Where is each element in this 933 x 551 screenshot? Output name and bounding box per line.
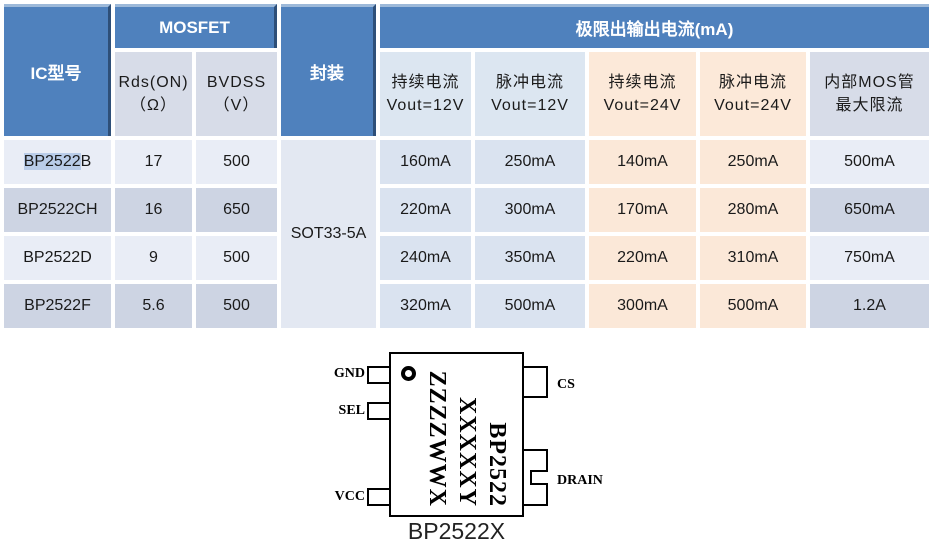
drain-pin-label: DRAIN [557, 473, 603, 488]
vcc-pin-label: VCC [334, 489, 365, 504]
chip-caption: BP2522X [407, 518, 506, 544]
col-header-cont-24v: 持续电流 Vout=24V [589, 52, 696, 136]
pulse-12v-label: 脉冲电流 [495, 73, 564, 91]
marking-line-3: ZZZZWWX [424, 370, 450, 507]
chip-diagram: GND SEL VCC CS DRAIN BP2522 XXXXXY ZZZZW… [330, 345, 630, 551]
cont-24v-cell: 170mA [589, 188, 696, 232]
chip-marking-text: BP2522 XXXXXY ZZZZWWX [422, 367, 512, 507]
rds-cell: 17 [115, 140, 192, 184]
drain-pin-shape [522, 449, 548, 506]
cont-12v-cell: 160mA [380, 140, 471, 184]
bvdss-cell: 500 [196, 140, 277, 184]
pulse-24v-cell: 310mA [700, 236, 806, 280]
gnd-pin-label: GND [333, 366, 365, 381]
col-header-ic-model: IC型号 [4, 4, 111, 136]
cont-24v-cell: 140mA [589, 140, 696, 184]
model-cell: BP2522CH [4, 188, 111, 232]
col-header-limit-current: 极限出输出电流(mA) [380, 4, 929, 48]
sel-pin-shape [367, 402, 391, 420]
col-header-package: 封装 [281, 4, 376, 136]
marking-line-1: BP2522 [484, 422, 510, 507]
pulse-12v-cell: 250mA [475, 140, 585, 184]
pulse-24v-cell: 280mA [700, 188, 806, 232]
model-cell: BP2522B [4, 140, 111, 184]
rds-cell: 16 [115, 188, 192, 232]
pin1-marker-dot [401, 366, 416, 381]
cs-pin-label: CS [557, 377, 575, 392]
col-header-rds: Rds(ON) （Ω） [115, 52, 192, 136]
max-limit-cell: 500mA [810, 140, 929, 184]
pulse-24v-label: 脉冲电流 [718, 73, 787, 91]
spec-table: IC型号 MOSFET 封装 极限出输出电流(mA) Rds(ON) （Ω） B… [4, 4, 929, 328]
gnd-pin-shape [367, 366, 391, 384]
pulse-24v-cond: Vout=24V [714, 97, 792, 114]
max-limit-cell: 1.2A [810, 284, 929, 328]
model-highlighted-text: BP2522 [23, 153, 81, 170]
rds-cell: 5.6 [115, 284, 192, 328]
cont-24v-label: 持续电流 [608, 73, 677, 91]
table-row: BP2522B 17 500 SOT33-5A 160mA 250mA 140m… [4, 140, 929, 328]
vcc-pin-shape [367, 488, 391, 506]
pulse-24v-cell: 500mA [700, 284, 806, 328]
pulse-24v-cell: 250mA [700, 140, 806, 184]
package-cell: SOT33-5A [281, 140, 376, 328]
cont-12v-label: 持续电流 [391, 73, 460, 91]
col-header-bvdss: BVDSS （V） [196, 52, 277, 136]
pulse-12v-cond: Vout=12V [491, 97, 569, 114]
max-limit-label-1: 内部MOS管 [824, 73, 915, 91]
max-limit-label-2: 最大限流 [835, 97, 904, 114]
table-row: BP2522F 5.6 500 320mA 500mA 300mA 500mA … [4, 284, 929, 328]
sel-pin-label: SEL [338, 403, 365, 418]
bvdss-cell: 650 [196, 188, 277, 232]
col-header-max-limit: 内部MOS管 最大限流 [810, 52, 929, 136]
header-band-row: IC型号 MOSFET 封装 极限出输出电流(mA) [4, 4, 929, 136]
cont-24v-cond: Vout=24V [603, 97, 682, 114]
cont-24v-cell: 300mA [589, 284, 696, 328]
rds-unit: （Ω） [130, 97, 177, 114]
rds-cell: 9 [115, 236, 192, 280]
table-row: BP2522D 9 500 240mA 350mA 220mA 310mA 75… [4, 236, 929, 280]
bvdss-cell: 500 [196, 236, 277, 280]
cont-12v-cell: 320mA [380, 284, 471, 328]
cont-24v-cell: 220mA [589, 236, 696, 280]
cont-12v-cell: 240mA [380, 236, 471, 280]
table-row: BP2522CH 16 650 220mA 300mA 170mA 280mA … [4, 188, 929, 232]
model-cell: BP2522D [4, 236, 111, 280]
max-limit-cell: 750mA [810, 236, 929, 280]
bvdss-label: BVDSS [206, 73, 267, 91]
marking-line-2: XXXXXY [454, 397, 480, 507]
model-rest-text: B [80, 153, 92, 170]
pulse-12v-cell: 500mA [475, 284, 585, 328]
model-cell: BP2522F [4, 284, 111, 328]
subheader-row: Rds(ON) （Ω） BVDSS （V） 持续电流 Vout=12V 脉冲电流… [4, 52, 929, 136]
max-limit-cell: 650mA [810, 188, 929, 232]
col-header-pulse-24v: 脉冲电流 Vout=24V [700, 52, 806, 136]
rds-label: Rds(ON) [118, 73, 189, 91]
col-header-pulse-12v: 脉冲电流 Vout=12V [475, 52, 585, 136]
cont-12v-cell: 220mA [380, 188, 471, 232]
pulse-12v-cell: 300mA [475, 188, 585, 232]
bvdss-unit: （V） [213, 97, 260, 114]
cont-12v-cond: Vout=12V [386, 97, 465, 114]
cs-pin-shape [522, 366, 548, 398]
bvdss-cell: 500 [196, 284, 277, 328]
col-header-cont-12v: 持续电流 Vout=12V [380, 52, 471, 136]
col-header-mosfet: MOSFET [115, 4, 277, 48]
pulse-12v-cell: 350mA [475, 236, 585, 280]
